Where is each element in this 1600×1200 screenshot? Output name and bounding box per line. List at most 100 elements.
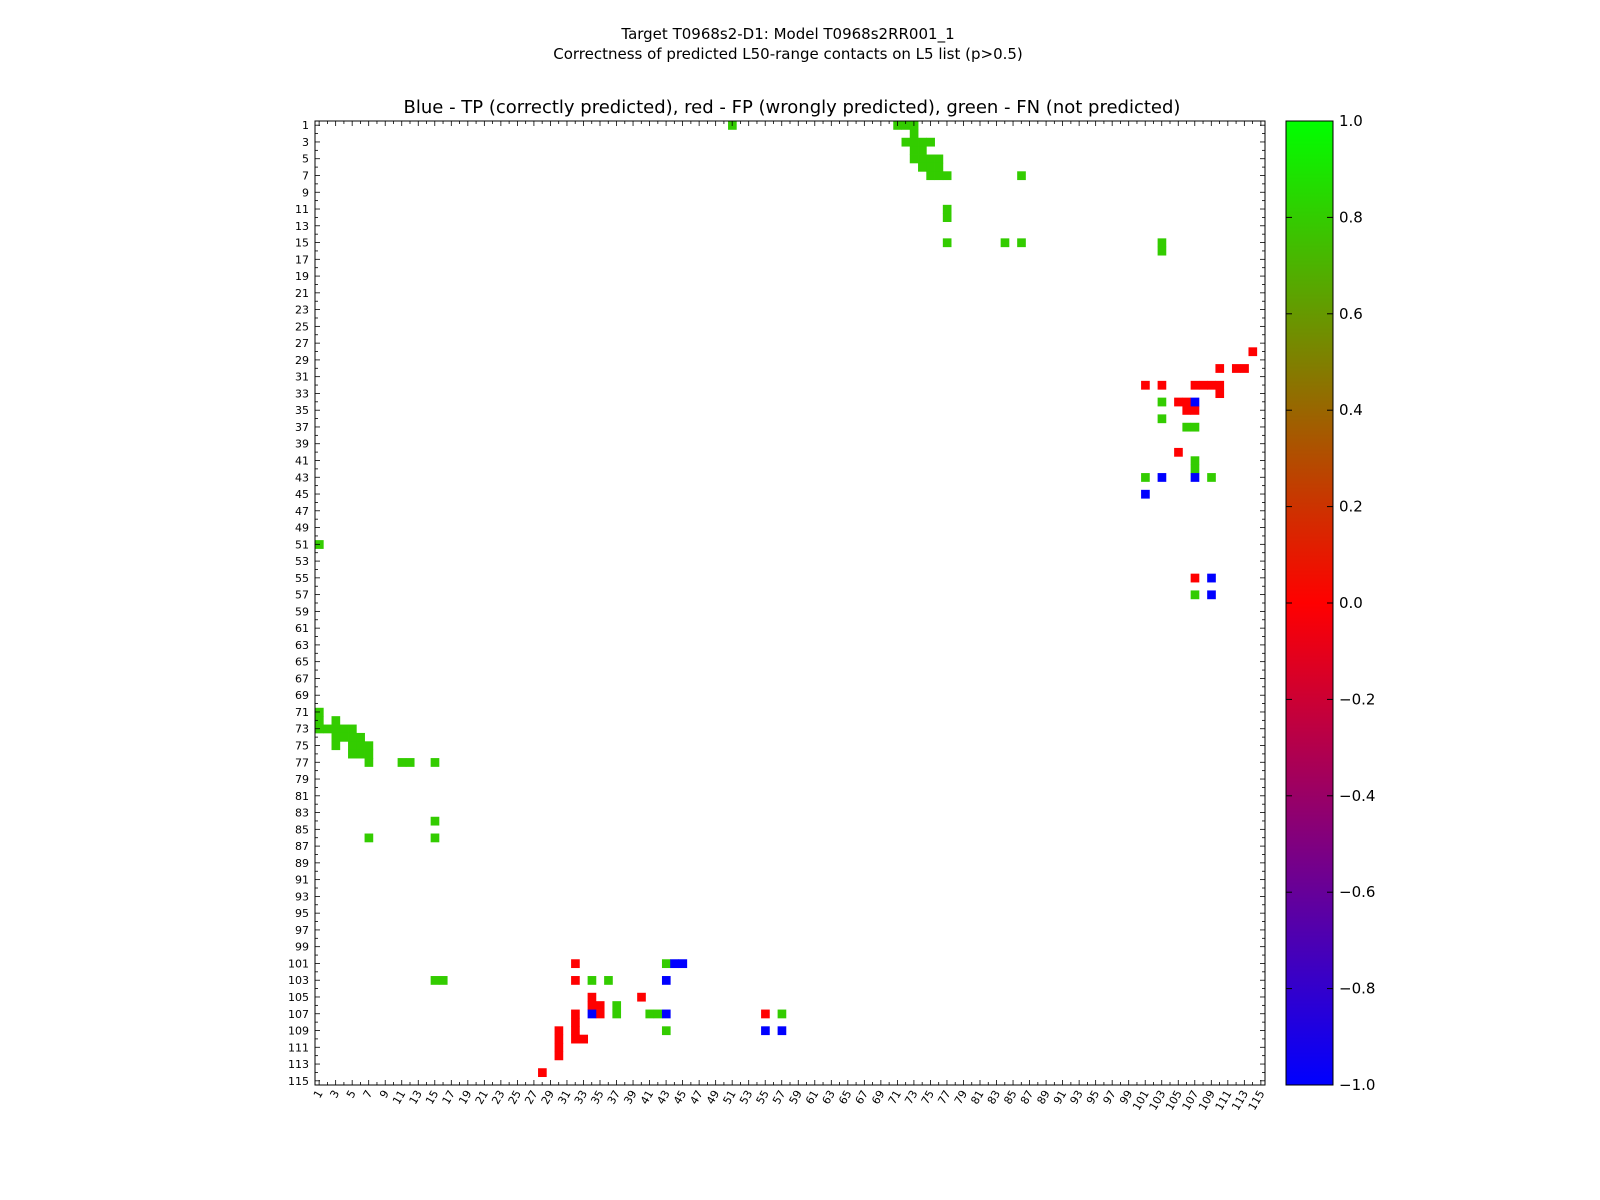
fn-cell [909,129,919,139]
fp-cell [571,1026,580,1036]
y-tick-label: 103 [288,974,309,987]
fn-cell [926,171,935,181]
fp-cell [1141,380,1150,390]
y-tick-label: 1 [302,119,309,132]
x-tick-label: 97 [1101,1088,1119,1107]
fp-cell [1248,347,1258,357]
fn-cell [918,146,927,155]
x-tick-label: 49 [704,1088,722,1107]
plot-title: Blue - TP (correctly predicted), red - F… [404,97,1181,118]
x-tick-label: 5 [344,1088,359,1101]
fn-cell [331,741,341,751]
contact-cells [315,121,1258,1078]
tp-cell [1141,489,1150,499]
y-tick-label: 67 [295,672,309,685]
y-tick-label: 25 [295,320,309,333]
fn-cell [918,162,927,172]
y-tick-label: 87 [295,840,309,853]
fn-cell [397,758,407,767]
fn-cell [348,732,357,742]
fn-cell [1182,422,1192,432]
y-tick-label: 65 [295,656,309,669]
y-tick-label: 75 [295,740,309,753]
tp-cell [678,959,688,969]
fn-cell [918,137,927,147]
fn-cell [942,204,952,214]
fp-cell [571,1034,580,1044]
fn-cell [926,137,935,147]
fp-cell [1215,364,1225,373]
y-tick-label: 83 [295,807,309,820]
x-tick-label: 103 [1147,1088,1169,1113]
tp-cell [670,959,679,969]
y-tick-label: 101 [288,957,309,970]
fp-cell [1240,364,1249,373]
fn-cell [645,1009,655,1019]
y-tick-label: 53 [295,555,309,568]
fn-cell [942,238,952,248]
fn-cell [934,154,944,164]
tp-cell [1157,473,1167,482]
fp-cell [637,992,646,1002]
y-tick-label: 27 [295,337,309,350]
fn-cell [1157,246,1167,256]
y-tick-label: 5 [302,153,309,166]
x-tick-label: 35 [588,1088,606,1107]
fn-cell [405,758,415,767]
tp-cell [587,1009,597,1019]
fn-cell [348,724,357,734]
fp-cell [1174,397,1183,407]
x-tick-label: 47 [687,1088,705,1107]
fn-cell [661,959,671,969]
fp-cell [587,992,597,1002]
colorbar-tick-label: −1.0 [1339,1076,1375,1094]
fn-cell [1000,238,1010,248]
y-tick-label: 109 [288,1025,309,1038]
x-tick-label: 95 [1084,1088,1102,1107]
fn-cell [1190,422,1200,432]
x-tick-label: 59 [787,1088,805,1107]
fn-cell [612,1009,622,1019]
fn-cell [777,1009,787,1019]
fp-cell [1215,380,1225,390]
y-tick-label: 45 [295,488,309,501]
y-tick-label: 115 [288,1075,309,1088]
fn-cell [356,732,365,742]
x-tick-label: 89 [1034,1088,1052,1107]
y-tick-label: 73 [295,723,309,736]
y-tick-label: 23 [295,304,309,317]
fn-cell [430,816,440,826]
fn-cell [430,833,440,843]
x-tick-label: 63 [820,1088,838,1107]
fn-cell [612,1001,622,1010]
x-tick-label: 37 [605,1088,623,1107]
x-tick-label: 31 [555,1088,573,1107]
x-tick-label: 87 [1018,1088,1036,1107]
fn-cell [934,162,944,172]
x-tick-label: 55 [754,1088,772,1107]
fp-cell [554,1034,564,1044]
figure-title-line1: Target T0968s2-D1: Model T0968s2RR001_1 [620,25,954,44]
fn-cell [1141,473,1150,482]
x-tick-label: 113 [1229,1088,1251,1113]
x-tick-label: 33 [572,1088,590,1107]
x-tick-label: 19 [456,1088,474,1107]
x-tick-label: 69 [869,1088,887,1107]
fn-cell [438,976,448,985]
fn-cell [364,741,374,751]
fp-cell [1207,380,1216,390]
tp-cell [761,1026,770,1036]
fp-cell [595,1009,605,1019]
fn-cell [315,716,324,725]
colorbar-ticks: 1.0 0.8 0.6 0.4 0.2 0.0 −0.2 −0.4 −0.6 −0.8 −1.0 [1286,112,1375,1094]
x-tick-label: 61 [803,1088,821,1107]
fn-cell [1190,590,1200,600]
x-tick-label: 83 [985,1088,1003,1107]
x-tick-label: 101 [1130,1088,1152,1113]
x-tick-label: 71 [886,1088,904,1107]
fp-cell [1231,364,1241,373]
plot-frame [314,120,1266,1086]
fp-cell [554,1043,564,1052]
fp-cell [1190,573,1200,583]
